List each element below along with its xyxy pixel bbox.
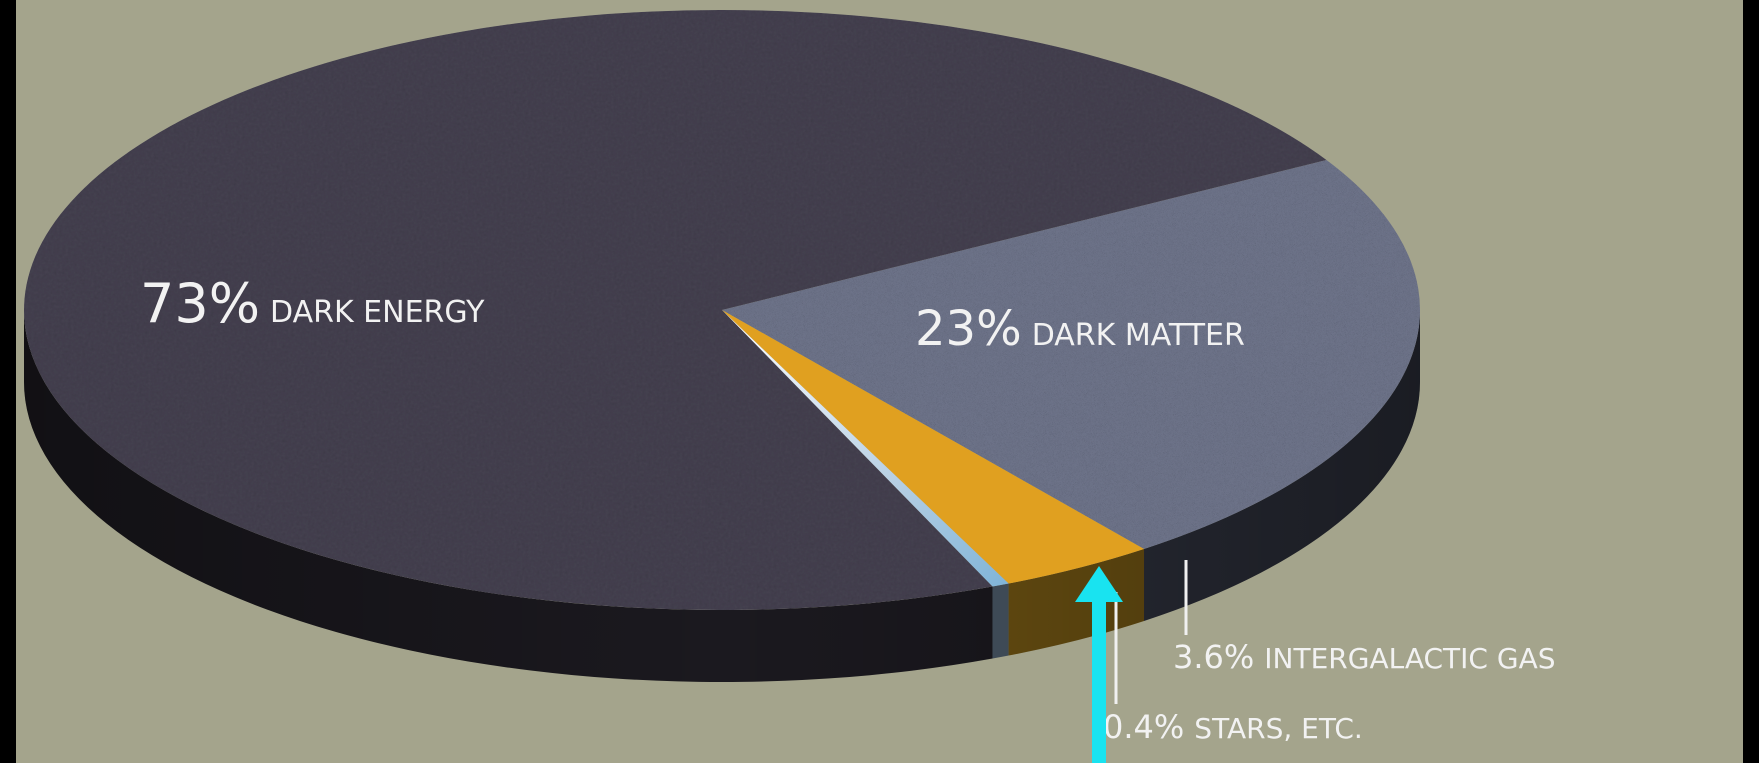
label-name-dark-energy: DARK ENERGY (270, 295, 485, 330)
pie-top-surface (24, 10, 1420, 611)
label-name-stars-etc: STARS, ETC. (1194, 712, 1363, 745)
arrow-head (1075, 566, 1123, 602)
label-pct-intergalactic-gas: 3.6% (1173, 638, 1254, 676)
label-name-intergalactic-gas: INTERGALACTIC GAS (1264, 642, 1555, 675)
label-intergalactic-gas: 3.6% INTERGALACTIC GAS (1173, 638, 1556, 676)
arrow-shaft (1092, 600, 1106, 763)
wedge-intergalactic-gas (722, 310, 1145, 584)
side-shading (24, 310, 1420, 682)
label-stars-etc: 0.4% STARS, ETC. (1103, 708, 1363, 746)
wedge-dark-matter (722, 160, 1420, 549)
pie-side-wall (24, 310, 1420, 683)
leader-lines (1114, 560, 1188, 704)
label-dark-energy: 73% DARK ENERGY (140, 272, 485, 335)
label-pct-stars-etc: 0.4% (1103, 708, 1184, 746)
label-dark-matter: 23% DARK MATTER (915, 301, 1245, 357)
label-name-dark-matter: DARK MATTER (1032, 318, 1245, 353)
slice-labels: 73% DARK ENERGY 23% DARK MATTER 3.6% INTERGAL… (140, 272, 1556, 746)
wedge-dark-energy (24, 10, 1327, 611)
label-pct-dark-energy: 73% (140, 272, 260, 335)
wedge-stars-etc (722, 310, 1009, 587)
label-pct-dark-matter: 23% (915, 301, 1022, 357)
annotation-arrow (1075, 566, 1123, 763)
